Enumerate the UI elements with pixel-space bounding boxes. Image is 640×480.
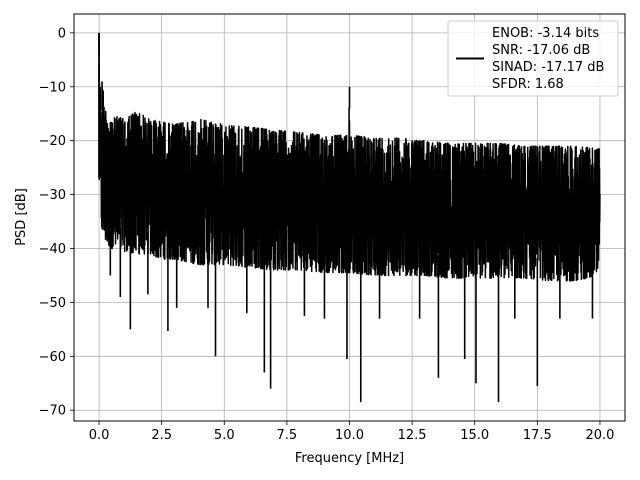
legend-sfdr: SFDR: 1.68 xyxy=(492,77,564,92)
plot-area xyxy=(98,32,601,403)
x-tick-label: 0.0 xyxy=(89,428,110,443)
y-tick-label: −50 xyxy=(39,296,66,311)
x-tick-label: 7.5 xyxy=(277,428,298,443)
legend-box xyxy=(447,20,619,97)
legend-sinad: SINAD: -17.17 dB xyxy=(492,60,604,75)
y-tick-label: −10 xyxy=(39,80,66,95)
legend-enob: ENOB: -3.14 bits xyxy=(492,26,599,41)
y-axis-label: PSD [dB] xyxy=(14,188,29,246)
psd-noise-trace xyxy=(98,64,601,282)
x-axis-label: Frequency [MHz] xyxy=(295,451,404,466)
legend: ENOB: -3.14 bits SNR: -17.06 dB SINAD: -… xyxy=(447,20,619,97)
y-tick-label: 0 xyxy=(58,26,66,41)
x-tick-label: 20.0 xyxy=(585,428,614,443)
x-tick-label: 10.0 xyxy=(335,428,364,443)
x-tick-label: 17.5 xyxy=(523,428,552,443)
x-tick-label: 2.5 xyxy=(151,428,172,443)
psd-trace xyxy=(98,32,601,403)
y-tick-label: −70 xyxy=(39,404,66,419)
y-tick-label: −60 xyxy=(39,350,66,365)
legend-snr: SNR: -17.06 dB xyxy=(492,43,590,58)
y-tick-label: −20 xyxy=(39,134,66,149)
axis-ticks: 0.0 2.5 5.0 7.5 10.0 12.5 15.0 17.5 20.0 0 −10 −20 −… xyxy=(39,26,615,443)
y-tick-label: −40 xyxy=(39,242,66,257)
x-tick-label: 5.0 xyxy=(214,428,235,443)
x-tick-label: 12.5 xyxy=(398,428,427,443)
x-tick-label: 15.0 xyxy=(460,428,489,443)
y-tick-label: −30 xyxy=(39,188,66,203)
